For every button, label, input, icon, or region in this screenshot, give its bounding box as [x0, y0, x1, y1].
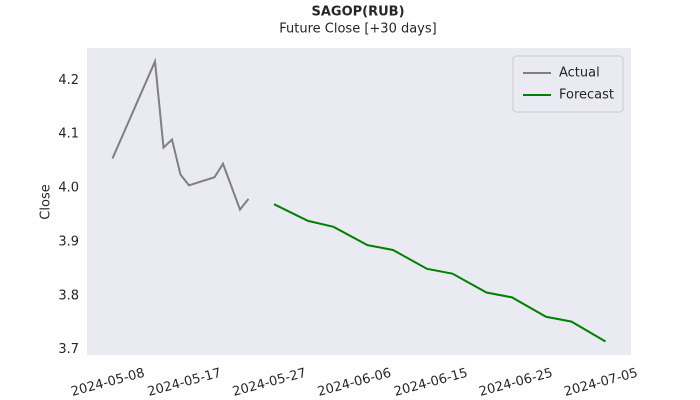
- x-tick-label: 2024-06-15: [393, 366, 470, 400]
- y-tick-label: 3.8: [58, 288, 79, 303]
- y-axis-label: Close: [39, 184, 54, 219]
- x-tick-label: 2024-06-06: [316, 366, 393, 400]
- x-tick-label: 2024-05-08: [70, 366, 147, 400]
- legend-label: Forecast: [559, 88, 614, 103]
- chart-subtitle: Future Close [+30 days]: [279, 22, 436, 37]
- y-tick-label: 3.9: [58, 234, 79, 249]
- chart-title: SAGOP(RUB): [311, 5, 404, 20]
- y-tick-label: 3.7: [58, 342, 79, 357]
- legend: Actual Forecast: [512, 55, 624, 113]
- x-tick-label: 2024-07-05: [563, 366, 640, 400]
- data-line: [273, 203, 607, 343]
- x-tick-label: 2024-06-25: [478, 366, 555, 400]
- legend-box: [512, 55, 624, 113]
- y-tick-label: 4.2: [58, 73, 79, 88]
- y-tick-label: 4.1: [58, 127, 79, 142]
- x-tick-label: 2024-05-17: [146, 366, 223, 400]
- y-tick-label: 4.0: [58, 181, 79, 196]
- data-line: [111, 57, 250, 212]
- x-tick-label: 2024-05-27: [231, 366, 308, 400]
- legend-label: Actual: [559, 66, 600, 81]
